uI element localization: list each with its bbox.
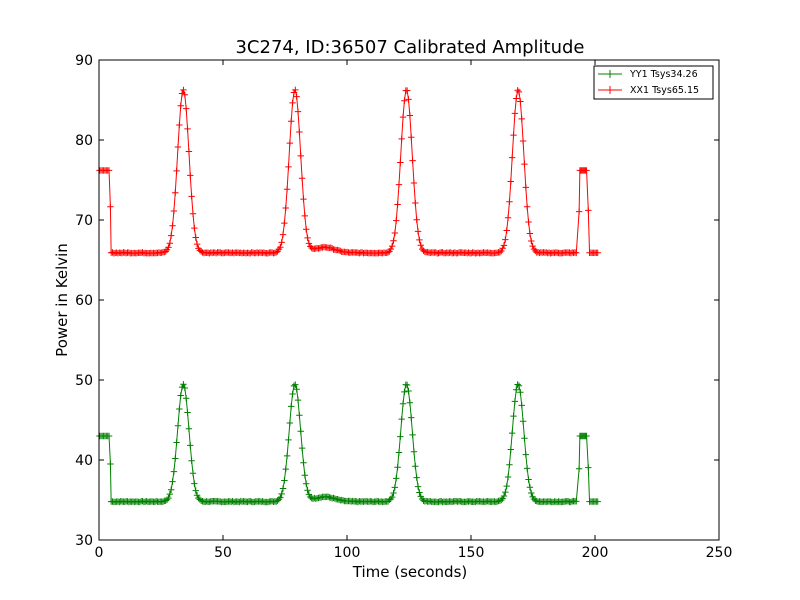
y-tick-label: 30	[75, 533, 93, 549]
y-axis-label: Power in Kelvin	[53, 243, 71, 357]
legend-marker-xx1	[606, 86, 614, 94]
x-tick-label: 150	[458, 545, 485, 561]
legend: YY1 Tsys34.26 XX1 Tsys65.15	[593, 65, 714, 100]
x-tick-label: 200	[582, 545, 609, 561]
legend-marker-yy1	[606, 70, 614, 78]
x-tick-label: 100	[334, 545, 361, 561]
y-tick-label: 90	[75, 53, 93, 69]
y-tick-label: 80	[75, 133, 93, 149]
y-tick-label: 70	[75, 213, 93, 229]
legend-frame	[593, 65, 714, 100]
axis-ticks: 0 50 100 150 200 250 30 40 50 60 70 80 90	[75, 53, 732, 561]
series-layer	[96, 86, 601, 506]
x-tick-label: 50	[214, 545, 232, 561]
y-tick-label: 50	[75, 373, 93, 389]
y-tick-label: 60	[75, 293, 93, 309]
chart-title: 3C274, ID:36507 Calibrated Amplitude	[235, 37, 584, 58]
x-tick-label: 0	[95, 545, 104, 561]
x-axis-label: Time (seconds)	[352, 563, 468, 581]
x-tick-label: 250	[706, 545, 733, 561]
legend-label-yy1: YY1 Tsys34.26	[629, 69, 698, 80]
y-tick-label: 40	[75, 453, 93, 469]
legend-label-xx1: XX1 Tsys65.15	[630, 85, 699, 96]
